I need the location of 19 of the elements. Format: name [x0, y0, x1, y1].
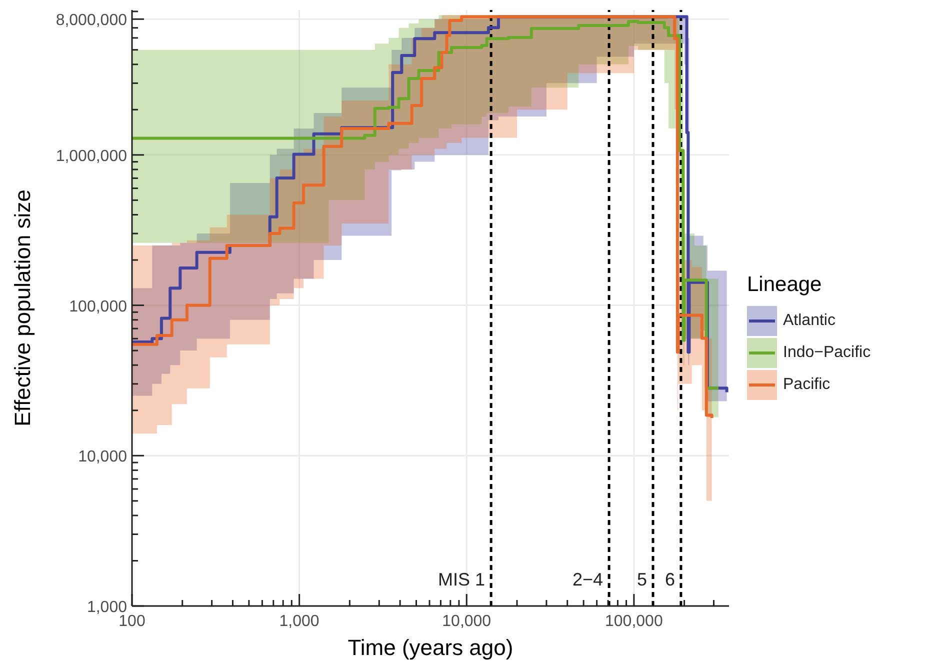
- legend-label: Atlantic: [783, 312, 836, 330]
- y-tick-label: 1,000: [86, 599, 128, 616]
- x-tick-label: 100: [118, 613, 146, 630]
- annotation: 6: [664, 570, 675, 590]
- legend-label: Pacific: [783, 376, 830, 394]
- legend-label: Indo−Pacific: [783, 344, 871, 362]
- y-tick-label: 1,000,000: [56, 148, 128, 165]
- x-tick-label: 1,000: [279, 613, 320, 630]
- y-tick-label: 8,000,000: [56, 12, 128, 30]
- x-tick-label: 10,000: [442, 613, 492, 630]
- annotation: 5: [636, 570, 647, 590]
- y-axis-title: Effective population size: [10, 190, 35, 426]
- annotation: 2−4: [572, 570, 604, 590]
- y-tick-label: 100,000: [69, 298, 128, 316]
- legend-title: Lineage: [747, 272, 823, 296]
- y-tick-label: 10,000: [78, 448, 128, 466]
- annotation: MIS 1: [438, 570, 486, 590]
- x-tick-label: 100,000: [605, 613, 663, 630]
- x-axis-title: Time (years ago): [348, 635, 514, 660]
